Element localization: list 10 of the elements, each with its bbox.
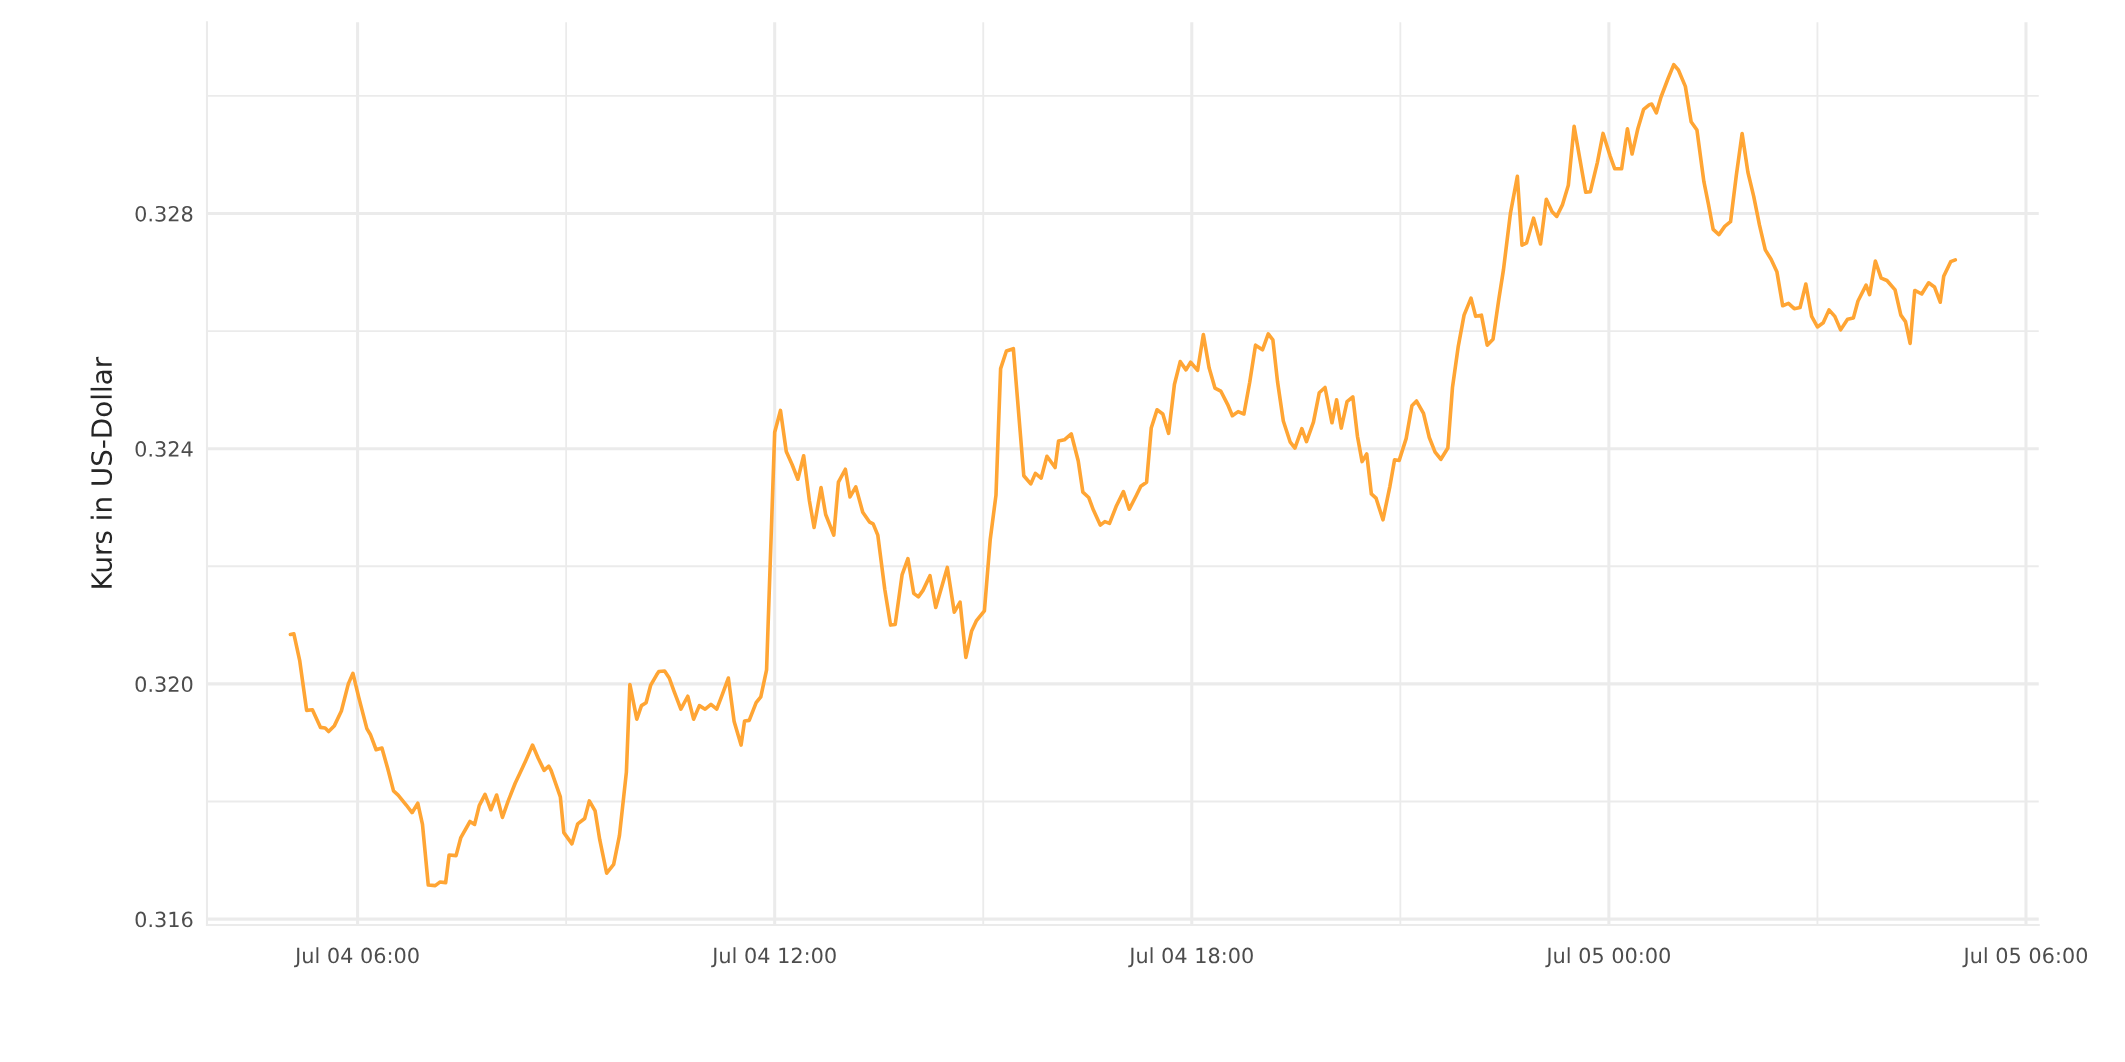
x-tick-label: Jul 05 06:00 <box>1962 947 2088 968</box>
x-tick-label: Jul 04 06:00 <box>294 947 419 968</box>
x-tick-label: Jul 04 18:00 <box>1128 947 1253 968</box>
x-tick-label: Jul 04 12:00 <box>711 947 836 968</box>
y-tick-label: 0.324 <box>135 441 193 457</box>
y-axis-title: Kurs in US-Dollar <box>90 356 113 588</box>
y-tick-label: 0.328 <box>135 205 193 222</box>
y-tick-label: 0.316 <box>135 911 193 928</box>
y-tick-label: 0.320 <box>135 676 193 693</box>
x-tick-label: Jul 05 00:00 <box>1545 947 1670 968</box>
